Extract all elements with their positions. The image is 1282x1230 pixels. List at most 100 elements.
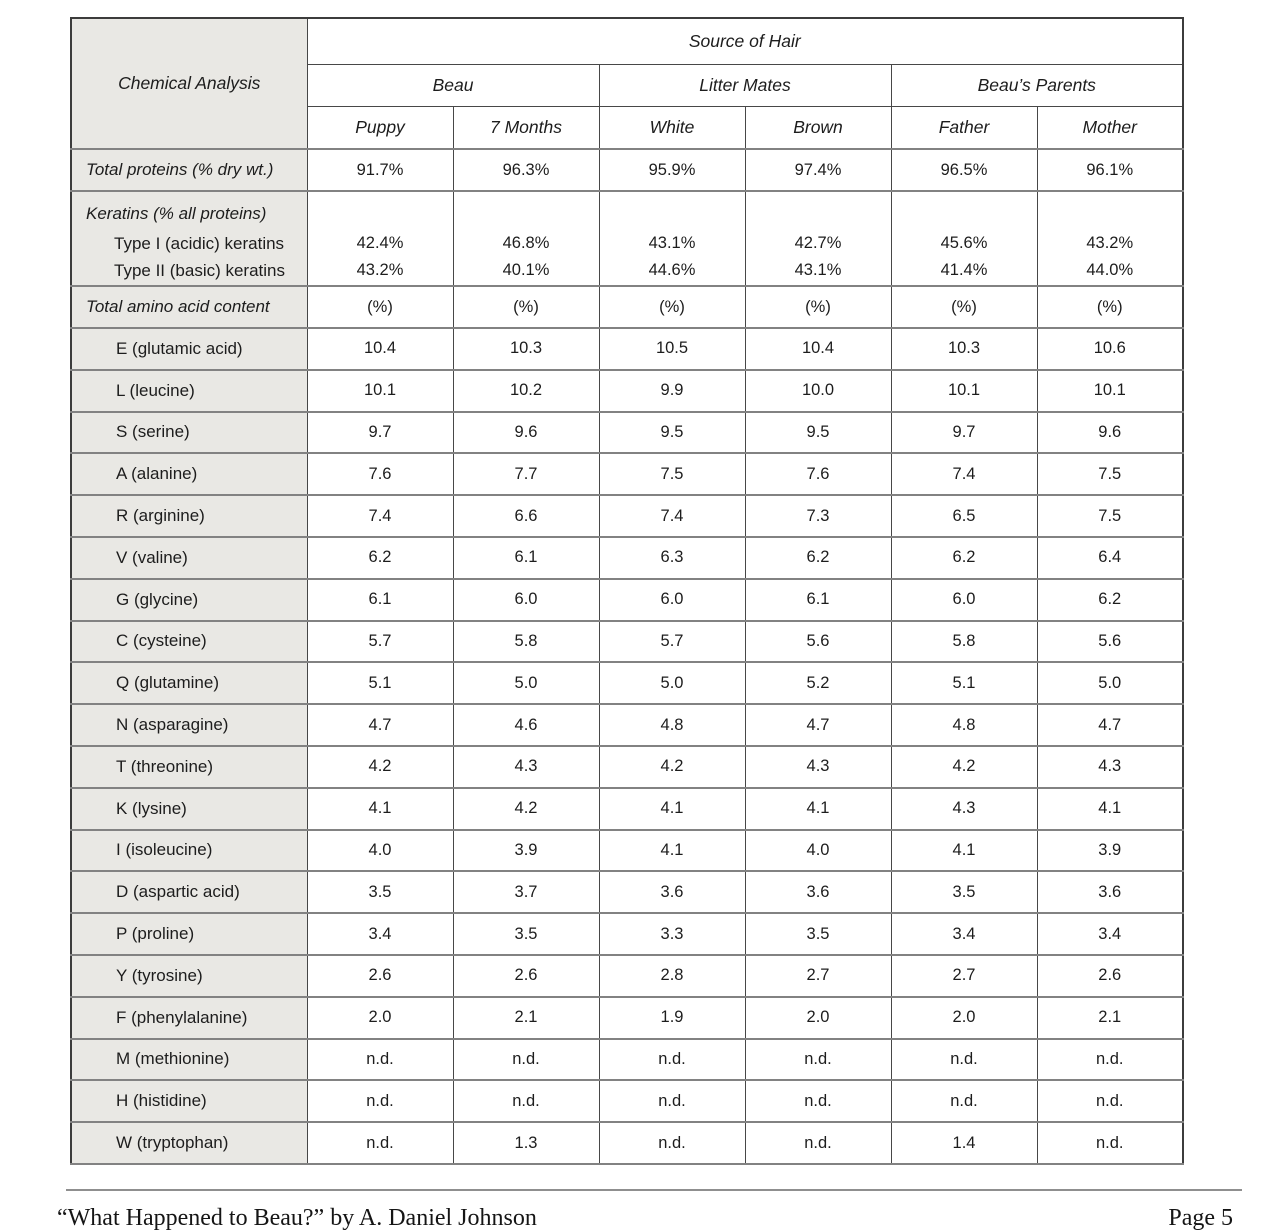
data-cell: 10.1 xyxy=(890,368,1038,413)
row-label-cell: F (phenylalanine) xyxy=(70,995,308,1040)
keratins-section-label: Keratins (% all proteins) xyxy=(86,204,267,223)
data-cell: 2.1 xyxy=(452,995,600,1040)
data-cell: (%) xyxy=(890,285,1038,329)
data-cell: 9.6 xyxy=(452,410,600,455)
data-cell: 10.3 xyxy=(452,327,600,371)
footer-divider xyxy=(66,1189,1242,1191)
data-cell: 3.6 xyxy=(598,870,746,915)
table-container: Chemical Analysis Source of Hair Beau Li… xyxy=(70,17,1185,1165)
data-cell: 7.7 xyxy=(452,452,600,497)
data-cell: 4.3 xyxy=(744,744,892,789)
data-cell: n.d. xyxy=(1036,1037,1184,1082)
data-cell: n.d. xyxy=(598,1079,746,1124)
data-cell: 6.1 xyxy=(306,577,454,622)
data-cell: 3.6 xyxy=(1036,870,1184,915)
table-row: Chemical Analysis Source of Hair xyxy=(70,17,1184,150)
keratin-type2-value: 44.6% xyxy=(648,261,696,279)
data-cell: 9.5 xyxy=(598,410,746,455)
data-cell: 5.7 xyxy=(306,619,454,664)
data-cell: (%) xyxy=(744,285,892,329)
data-cell: 4.3 xyxy=(452,744,600,789)
data-cell: n.d. xyxy=(1036,1121,1184,1165)
data-cell: n.d. xyxy=(890,1037,1038,1082)
data-cell: (%) xyxy=(598,285,746,329)
data-cell: 5.7 xyxy=(598,619,746,664)
data-cell: 5.0 xyxy=(452,661,600,706)
data-cell: 4.1 xyxy=(306,786,454,831)
data-cell: 2.7 xyxy=(890,953,1038,998)
table-row: P (proline) 3.4 3.5 3.3 3.5 3.4 3.4 xyxy=(70,912,1184,956)
table-row: R (arginine) 7.4 6.6 7.4 7.3 6.5 7.5 xyxy=(70,494,1184,538)
data-cell: (%) xyxy=(306,285,454,329)
data-cell: 10.6 xyxy=(1036,327,1184,371)
data-cell: 2.0 xyxy=(890,995,1038,1040)
table-row: G (glycine) 6.1 6.0 6.0 6.1 6.0 6.2 xyxy=(70,577,1184,622)
data-cell: 7.5 xyxy=(1036,452,1184,497)
data-cell: 4.2 xyxy=(306,744,454,789)
group-header-beaus-parents: Beau’s Parents xyxy=(890,63,1184,107)
column-header-father: Father xyxy=(890,105,1038,150)
row-label-cell: N (asparagine) xyxy=(70,703,308,747)
data-cell: 5.1 xyxy=(890,661,1038,706)
data-cell: 4.0 xyxy=(306,828,454,873)
data-cell: 42.7% 43.1% xyxy=(744,190,892,287)
table-row: K (lysine) 4.1 4.2 4.1 4.1 4.3 4.1 xyxy=(70,786,1184,831)
data-cell: 7.4 xyxy=(306,494,454,538)
data-cell: n.d. xyxy=(744,1079,892,1124)
data-cell: 7.4 xyxy=(890,452,1038,497)
column-header-puppy: Puppy xyxy=(306,105,454,150)
data-cell: 4.3 xyxy=(1036,744,1184,789)
data-cell: 10.2 xyxy=(452,368,600,413)
data-cell: 43.2% 44.0% xyxy=(1036,190,1184,287)
data-cell: n.d. xyxy=(744,1037,892,1082)
data-cell: 2.6 xyxy=(306,953,454,998)
data-cell: 91.7% xyxy=(306,148,454,192)
data-cell: 46.8% 40.1% xyxy=(452,190,600,287)
table-row: I (isoleucine) 4.0 3.9 4.1 4.0 4.1 3.9 xyxy=(70,828,1184,873)
data-cell: 2.7 xyxy=(744,953,892,998)
keratins-type1-label: Type I (acidic) keratins xyxy=(114,234,285,253)
data-cell: 4.6 xyxy=(452,703,600,747)
row-label-cell: E (glutamic acid) xyxy=(70,327,308,371)
table-row: D (aspartic acid) 3.5 3.7 3.6 3.6 3.5 3.… xyxy=(70,870,1184,915)
data-cell: 4.2 xyxy=(598,744,746,789)
keratin-type2-value: 43.2% xyxy=(356,261,404,279)
row-label-cell: L (leucine) xyxy=(70,368,308,413)
group-header-beau: Beau xyxy=(306,63,600,107)
data-cell: 5.2 xyxy=(744,661,892,706)
keratin-type1-value: 45.6% xyxy=(940,234,988,252)
chemical-analysis-header: Chemical Analysis xyxy=(70,17,308,150)
data-cell: 97.4% xyxy=(744,148,892,192)
data-cell: 4.2 xyxy=(452,786,600,831)
row-label-cell: T (threonine) xyxy=(70,744,308,789)
data-cell: 7.5 xyxy=(1036,494,1184,538)
row-label-cell: V (valine) xyxy=(70,535,308,580)
data-cell: n.d. xyxy=(306,1037,454,1082)
column-header-brown: Brown xyxy=(744,105,892,150)
data-cell: 6.0 xyxy=(452,577,600,622)
data-cell: 6.2 xyxy=(1036,577,1184,622)
footer-page-number: Page 5 xyxy=(1168,1205,1233,1230)
data-cell: 4.7 xyxy=(744,703,892,747)
data-cell: 6.2 xyxy=(306,535,454,580)
table-row: L (leucine) 10.1 10.2 9.9 10.0 10.1 10.1 xyxy=(70,368,1184,413)
data-cell: 3.6 xyxy=(744,870,892,915)
data-cell: 9.5 xyxy=(744,410,892,455)
data-cell: 5.0 xyxy=(1036,661,1184,706)
data-cell: n.d. xyxy=(306,1079,454,1124)
keratins-type2-label: Type II (basic) keratins xyxy=(114,261,286,280)
data-cell: 3.3 xyxy=(598,912,746,956)
data-cell: 6.4 xyxy=(1036,535,1184,580)
data-cell: 7.6 xyxy=(306,452,454,497)
data-cell: 7.3 xyxy=(744,494,892,538)
data-cell: (%) xyxy=(452,285,600,329)
data-cell: 2.1 xyxy=(1036,995,1184,1040)
row-label-cell: Y (tyrosine) xyxy=(70,953,308,998)
data-cell: 3.7 xyxy=(452,870,600,915)
row-label-cell: Total proteins (% dry wt.) xyxy=(70,148,308,192)
data-cell: 5.8 xyxy=(452,619,600,664)
row-label-cell: D (aspartic acid) xyxy=(70,870,308,915)
keratin-type1-value: 46.8% xyxy=(502,234,550,252)
keratin-type1-value: 42.7% xyxy=(794,234,842,252)
